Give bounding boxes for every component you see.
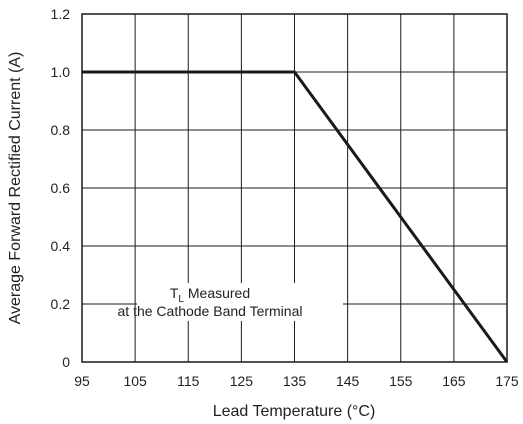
x-tick-labels: 95 105 115 125 135 145 155 165 175 bbox=[74, 373, 519, 389]
series-line-0 bbox=[82, 70, 509, 363]
x-tick-label-5: 145 bbox=[336, 373, 360, 389]
y-tick-label-2: 0.4 bbox=[51, 238, 71, 254]
annotation-background bbox=[137, 283, 343, 321]
plot-frame bbox=[81, 13, 508, 363]
y-tick-label-4: 0.8 bbox=[51, 122, 71, 138]
x-axis-label: Lead Temperature (°C) bbox=[213, 403, 376, 420]
x-tick-label-4: 135 bbox=[283, 373, 307, 389]
annotation-t: T bbox=[170, 285, 179, 301]
x-tick-label-8: 175 bbox=[495, 373, 519, 389]
annotation-line-1: TL Measured bbox=[170, 285, 250, 305]
x-tick-label-1: 105 bbox=[123, 373, 147, 389]
x-tick-label-6: 155 bbox=[389, 373, 413, 389]
y-tick-labels: 0 0.2 0.4 0.6 0.8 1.0 1.2 bbox=[51, 6, 71, 370]
y-tick-label-0: 0 bbox=[62, 354, 70, 370]
y-tick-label-1: 0.2 bbox=[51, 296, 71, 312]
x-tick-label-2: 115 bbox=[177, 373, 200, 389]
x-tick-label-7: 165 bbox=[442, 373, 466, 389]
x-tick-label-3: 125 bbox=[230, 373, 254, 389]
annotation-subscript-l: L bbox=[178, 294, 184, 305]
y-tick-label-3: 0.6 bbox=[51, 180, 71, 196]
annotation-line-2: at the Cathode Band Terminal bbox=[118, 303, 303, 319]
annotation-measured: Measured bbox=[184, 285, 250, 301]
y-axis-label: Average Forward Rectified Current (A) bbox=[7, 52, 24, 325]
y-tick-label-6: 1.2 bbox=[51, 6, 71, 22]
x-tick-label-0: 95 bbox=[74, 373, 90, 389]
y-tick-label-5: 1.0 bbox=[51, 64, 71, 80]
series-layer bbox=[82, 70, 509, 363]
plot-border bbox=[81, 13, 508, 363]
